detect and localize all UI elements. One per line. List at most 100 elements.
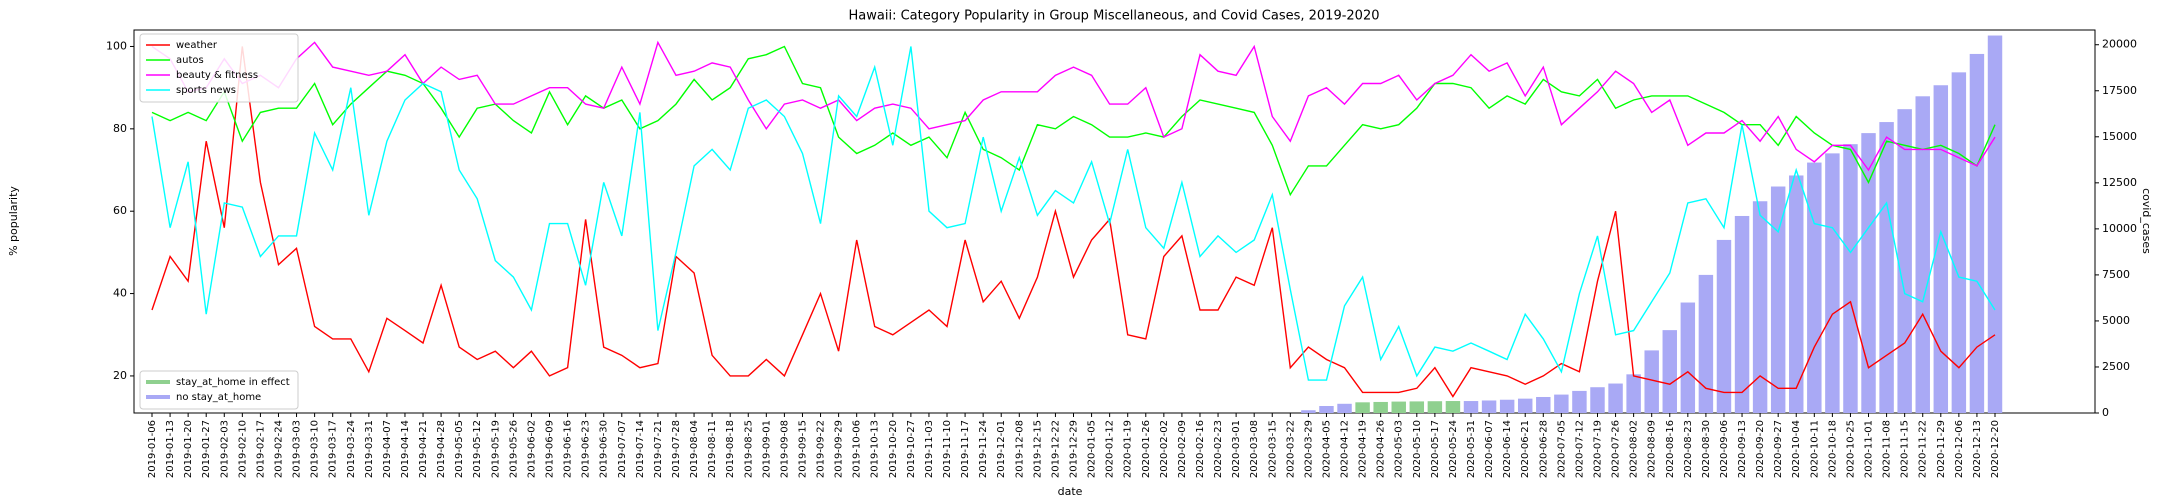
- series-line: [151, 45, 1996, 197]
- x-tick-label: 2019-04-28: [436, 420, 447, 478]
- x-tick-label: 2019-11-24: [978, 420, 989, 478]
- y2-tick-label: 0: [2102, 406, 2109, 419]
- x-tick-label: 2020-06-14: [1502, 420, 1513, 478]
- series-line: [151, 46, 1996, 381]
- y2-tick-label: 10000: [2102, 222, 2137, 235]
- covid-bar: [1536, 396, 1551, 413]
- x-tick-label: 2019-08-04: [689, 420, 700, 478]
- x-tick-label: 2019-08-25: [743, 420, 754, 478]
- y-tick-label: 100: [106, 39, 127, 52]
- covid-bar: [1734, 215, 1750, 413]
- covid-bar: [1626, 374, 1641, 413]
- x-tick-label: 2019-03-24: [346, 420, 357, 478]
- x-tick-label: 2019-01-27: [201, 420, 212, 478]
- y2-tick-label: 2500: [2102, 360, 2130, 373]
- x-tick-label: 2020-03-08: [1249, 420, 1260, 478]
- legend-box: [139, 370, 299, 410]
- covid-bar: [1825, 153, 1840, 414]
- x-tick-label: 2020-08-16: [1665, 420, 1676, 478]
- x-tick-label: 2019-09-29: [834, 420, 845, 478]
- series-line: [151, 40, 1996, 172]
- x-tick-label: 2019-04-14: [400, 420, 411, 478]
- chart-title: Hawaii: Category Popularity in Group Mis…: [849, 9, 1380, 24]
- x-tick-label: 2019-03-03: [292, 420, 303, 478]
- covid-bar: [1861, 133, 1876, 413]
- x-tick-label: 2019-04-07: [382, 420, 393, 478]
- covid-bar: [1951, 72, 1967, 414]
- x-tick-label: 2020-04-05: [1321, 420, 1332, 478]
- x-tick-label: 2019-02-10: [237, 420, 248, 478]
- covid-bar: [1355, 402, 1370, 413]
- covid-bar: [1716, 239, 1732, 413]
- covid-bar: [1301, 410, 1316, 413]
- x-tick-label: 2019-06-09: [545, 420, 556, 478]
- x-tick-label: 2020-05-03: [1394, 420, 1405, 478]
- covid-bar: [1481, 400, 1497, 413]
- legend-label: beauty & fitness: [176, 70, 258, 81]
- x-tick-label: 2019-10-06: [852, 420, 863, 478]
- x-tick-label: 2019-02-03: [219, 420, 230, 478]
- x-tick-label: 2020-02-02: [1159, 420, 1170, 478]
- x-tick-label: 2020-01-19: [1123, 420, 1134, 478]
- covid-bar: [1463, 401, 1479, 413]
- x-tick-label: 2020-06-07: [1484, 420, 1495, 478]
- x-tick-label: 2019-06-23: [581, 420, 592, 478]
- x-tick-label: 2019-02-17: [255, 420, 266, 478]
- x-tick-label: 2020-03-01: [1231, 420, 1242, 478]
- covid-bar: [1897, 109, 1912, 413]
- covid-bar: [1409, 401, 1425, 413]
- x-tick-label: 2020-04-12: [1340, 420, 1351, 478]
- x-tick-label: 2020-03-15: [1267, 420, 1278, 478]
- x-tick-label: 2020-11-08: [1882, 420, 1893, 478]
- x-tick-label: 2019-10-13: [870, 420, 881, 478]
- covid-bar: [1572, 390, 1587, 413]
- x-tick-label: 2020-06-28: [1538, 420, 1549, 478]
- x-tick-label: 2020-11-15: [1900, 420, 1911, 478]
- legend-label: autos: [176, 55, 204, 66]
- x-tick-label: 2020-09-06: [1719, 420, 1730, 478]
- x-tick-label: 2020-02-23: [1213, 420, 1224, 478]
- x-tick-label: 2019-05-12: [472, 420, 483, 478]
- x-tick-label: 2019-06-30: [599, 420, 610, 478]
- legend-label: stay_at_home in effect: [176, 377, 290, 388]
- x-tick-label: 2019-07-21: [653, 420, 664, 478]
- x-tick-label: 2020-08-30: [1701, 420, 1712, 478]
- x-tick-label: 2020-02-16: [1195, 420, 1206, 478]
- x-tick-label: 2020-10-25: [1845, 420, 1856, 478]
- x-tick-label: 2019-10-27: [906, 420, 917, 478]
- x-axis-label: date: [1058, 485, 1083, 498]
- y2-tick-label: 15000: [2102, 130, 2137, 143]
- x-tick-label: 2020-07-12: [1574, 420, 1585, 478]
- x-tick-label: 2019-11-17: [960, 420, 971, 478]
- x-tick-label: 2020-10-18: [1827, 420, 1838, 478]
- y2-tick-label: 7500: [2102, 268, 2130, 281]
- x-tick-label: 2019-01-20: [183, 420, 194, 478]
- legend-label: weather: [176, 40, 218, 51]
- covid-bar: [1337, 403, 1352, 413]
- x-tick-label: 2020-05-24: [1448, 420, 1459, 478]
- covid-bar: [1499, 399, 1515, 413]
- x-tick-label: 2019-08-11: [707, 420, 718, 478]
- x-tick-label: 2020-10-04: [1791, 420, 1802, 478]
- x-tick-label: 2019-12-15: [1032, 420, 1043, 478]
- y-tick-label: 40: [113, 287, 127, 300]
- y2-tick-label: 5000: [2102, 314, 2130, 327]
- x-tick-label: 2020-08-09: [1647, 420, 1658, 478]
- covid-bar: [1608, 383, 1623, 413]
- covid-bar: [1427, 401, 1443, 413]
- x-tick-label: 2020-05-10: [1412, 420, 1423, 478]
- legend-label: no stay_at_home: [176, 392, 261, 403]
- x-tick-label: 2019-09-22: [816, 420, 827, 478]
- x-tick-label: 2019-09-15: [797, 420, 808, 478]
- covid-bar: [1698, 274, 1714, 413]
- x-tick-label: 2020-07-05: [1556, 420, 1567, 478]
- x-tick-label: 2019-09-08: [779, 420, 790, 478]
- x-tick-label: 2020-08-02: [1629, 420, 1640, 478]
- covid-bar: [1319, 406, 1334, 413]
- legend-box: [139, 33, 299, 103]
- x-tick-label: 2020-01-05: [1087, 420, 1098, 478]
- covid-bar: [1843, 144, 1858, 414]
- x-tick-label: 2020-01-12: [1105, 420, 1116, 478]
- x-tick-label: 2020-12-20: [1990, 420, 2001, 478]
